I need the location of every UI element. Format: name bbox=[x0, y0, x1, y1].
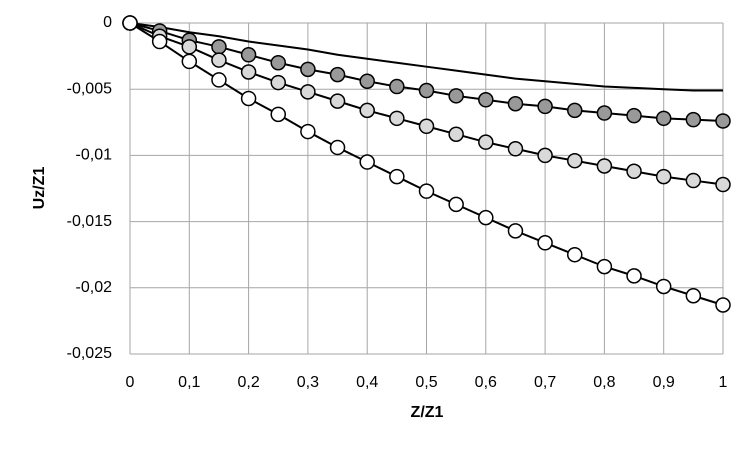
y-tick-label: -0,01 bbox=[76, 147, 113, 164]
data-point bbox=[329, 93, 346, 109]
data-point bbox=[389, 110, 405, 127]
data-point bbox=[537, 235, 553, 251]
data-point bbox=[537, 98, 553, 115]
x-tick-label: 0 bbox=[126, 374, 135, 391]
data-point bbox=[448, 126, 464, 142]
data-point bbox=[359, 154, 375, 170]
y-tick-label: -0,005 bbox=[67, 80, 112, 97]
data-point bbox=[507, 96, 524, 112]
data-point bbox=[715, 297, 731, 313]
x-tick-label: 0,5 bbox=[415, 374, 437, 391]
data-point bbox=[418, 118, 435, 135]
data-point bbox=[329, 139, 346, 156]
data-point bbox=[507, 223, 524, 239]
x-tick-label: 0,4 bbox=[356, 374, 378, 391]
data-point bbox=[151, 33, 168, 50]
data-point bbox=[655, 278, 672, 295]
data-point bbox=[626, 268, 642, 284]
x-tick-label: 0,8 bbox=[593, 374, 615, 391]
data-point bbox=[626, 107, 642, 124]
x-tick-label: 0,2 bbox=[237, 374, 259, 391]
data-point bbox=[685, 287, 702, 304]
data-point bbox=[448, 88, 464, 104]
y-axis-label: Uz/Z1 bbox=[31, 167, 48, 210]
x-tick-label: 0,3 bbox=[297, 374, 319, 391]
y-tick-label: -0,025 bbox=[67, 345, 112, 362]
data-point bbox=[211, 72, 227, 88]
x-axis-label: Z/Z1 bbox=[411, 404, 444, 421]
data-point bbox=[240, 64, 257, 80]
data-point bbox=[329, 66, 346, 83]
data-point bbox=[478, 209, 494, 226]
data-point bbox=[270, 74, 286, 91]
data-point bbox=[240, 90, 257, 107]
data-point bbox=[537, 147, 553, 164]
data-point bbox=[418, 183, 435, 199]
data-point bbox=[300, 61, 316, 78]
data-point bbox=[655, 168, 672, 185]
data-point bbox=[418, 82, 435, 99]
data-point bbox=[685, 172, 702, 189]
data-point bbox=[389, 168, 405, 185]
data-point bbox=[181, 39, 198, 55]
data-point bbox=[507, 141, 524, 157]
data-point bbox=[715, 176, 731, 193]
data-point bbox=[270, 54, 286, 71]
data-point bbox=[596, 258, 613, 275]
data-point bbox=[478, 134, 494, 150]
data-point bbox=[270, 106, 286, 123]
data-point bbox=[300, 123, 316, 140]
y-tick-label: -0,015 bbox=[67, 213, 112, 230]
data-point bbox=[626, 163, 642, 180]
data-point bbox=[211, 39, 227, 55]
data-point bbox=[596, 158, 613, 174]
data-point bbox=[596, 105, 613, 121]
data-point bbox=[715, 113, 731, 129]
data-point bbox=[448, 196, 464, 213]
data-point bbox=[685, 111, 702, 128]
data-point bbox=[567, 102, 583, 119]
x-tick-label: 0,1 bbox=[178, 374, 200, 391]
data-point bbox=[567, 246, 583, 263]
data-point bbox=[122, 15, 138, 31]
data-point bbox=[211, 52, 227, 68]
x-tick-label: 0,6 bbox=[475, 374, 497, 391]
data-point bbox=[389, 78, 405, 95]
data-point bbox=[655, 110, 672, 127]
x-tick-label: 0,9 bbox=[653, 374, 675, 391]
data-point bbox=[359, 102, 375, 119]
y-tick-label: -0,02 bbox=[76, 279, 113, 296]
y-tick-label: 0 bbox=[103, 14, 112, 31]
data-point bbox=[478, 92, 494, 108]
data-point bbox=[181, 53, 198, 70]
x-tick-label: 1 bbox=[719, 374, 728, 391]
data-point bbox=[240, 47, 257, 63]
x-tick-label: 0,7 bbox=[534, 374, 556, 391]
series-line bbox=[129, 22, 723, 92]
data-point bbox=[359, 73, 375, 90]
data-point bbox=[567, 152, 583, 169]
data-point bbox=[300, 84, 316, 100]
